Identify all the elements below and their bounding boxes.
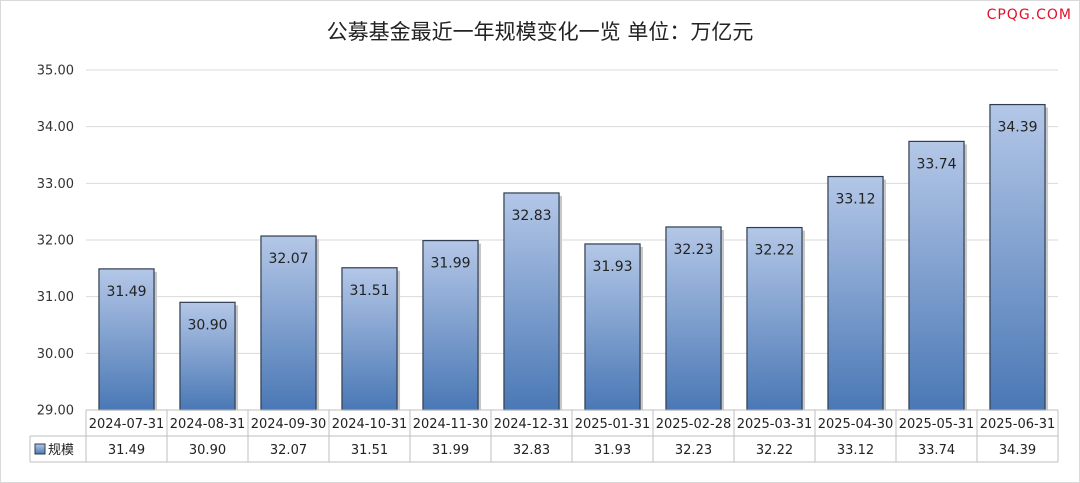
data-label: 33.12 bbox=[835, 192, 875, 208]
data-label: 31.93 bbox=[592, 259, 632, 275]
series-name: 规模 bbox=[48, 443, 74, 458]
bar bbox=[98, 268, 155, 411]
table-value: 33.12 bbox=[837, 443, 874, 458]
y-tick-label: 34.00 bbox=[37, 120, 74, 135]
table-value: 30.90 bbox=[189, 443, 226, 458]
table-value: 31.93 bbox=[594, 443, 631, 458]
bar bbox=[341, 267, 398, 411]
y-tick-label: 33.00 bbox=[37, 177, 74, 192]
x-tick-label: 2024-08-31 bbox=[170, 417, 246, 432]
table-value: 31.51 bbox=[351, 443, 388, 458]
table-value: 31.99 bbox=[432, 443, 469, 458]
data-label: 34.39 bbox=[997, 120, 1037, 136]
bar bbox=[989, 103, 1046, 411]
bars bbox=[98, 103, 1049, 411]
table-value: 31.49 bbox=[108, 443, 145, 458]
x-tick-label: 2025-05-31 bbox=[899, 417, 975, 432]
data-labels: 31.49 30.90 32.07 31.51 31.99 32.83 31.93 32.23… bbox=[106, 120, 1037, 334]
y-tick-label: 29.00 bbox=[37, 404, 74, 419]
table-value: 34.39 bbox=[999, 443, 1036, 458]
y-tick-label: 31.00 bbox=[37, 290, 74, 305]
table-value: 32.83 bbox=[513, 443, 550, 458]
data-label: 31.51 bbox=[349, 283, 389, 299]
y-tick-label: 30.00 bbox=[37, 347, 74, 362]
bar bbox=[584, 243, 641, 411]
chart-title: 公募基金最近一年规模变化一览 单位：万亿元 bbox=[327, 20, 754, 44]
bar bbox=[746, 226, 803, 411]
x-tick-label: 2025-01-31 bbox=[575, 417, 651, 432]
data-label: 33.74 bbox=[916, 156, 956, 172]
table-value: 32.22 bbox=[756, 443, 793, 458]
x-tick-label: 2025-03-31 bbox=[737, 417, 813, 432]
y-tick-label: 35.00 bbox=[37, 64, 74, 79]
watermark: CPQG.COM bbox=[987, 7, 1072, 23]
data-label: 32.22 bbox=[754, 243, 794, 259]
data-label: 31.49 bbox=[106, 284, 146, 300]
data-label: 32.07 bbox=[268, 251, 308, 267]
table-value: 32.07 bbox=[270, 443, 307, 458]
data-label: 32.83 bbox=[511, 208, 551, 224]
x-tick-label: 2025-06-31 bbox=[980, 417, 1056, 432]
data-label: 31.99 bbox=[430, 256, 470, 272]
bar bbox=[908, 140, 965, 411]
x-tick-label: 2024-07-31 bbox=[89, 417, 165, 432]
x-tick-label: 2024-09-30 bbox=[251, 417, 327, 432]
bar bbox=[827, 175, 884, 411]
legend-key bbox=[34, 443, 46, 455]
x-tick-label: 2025-04-30 bbox=[818, 417, 894, 432]
x-tick-label: 2024-12-31 bbox=[494, 417, 570, 432]
table-value: 33.74 bbox=[918, 443, 955, 458]
table-value: 32.23 bbox=[675, 443, 712, 458]
y-axis: 29.00 30.00 31.00 32.00 33.00 34.00 35.00 bbox=[37, 64, 74, 419]
data-label: 30.90 bbox=[187, 317, 227, 333]
bar bbox=[665, 226, 722, 411]
x-tick-label: 2024-11-30 bbox=[413, 417, 489, 432]
bar bbox=[503, 192, 560, 411]
data-label: 32.23 bbox=[673, 242, 713, 258]
data-table: 2024-07-31 31.49 2024-08-31 30.90 2024-09-30… bbox=[29, 409, 1059, 463]
x-tick-label: 2025-02-28 bbox=[656, 417, 732, 432]
y-tick-label: 32.00 bbox=[37, 234, 74, 249]
x-tick-label: 2024-10-31 bbox=[332, 417, 408, 432]
